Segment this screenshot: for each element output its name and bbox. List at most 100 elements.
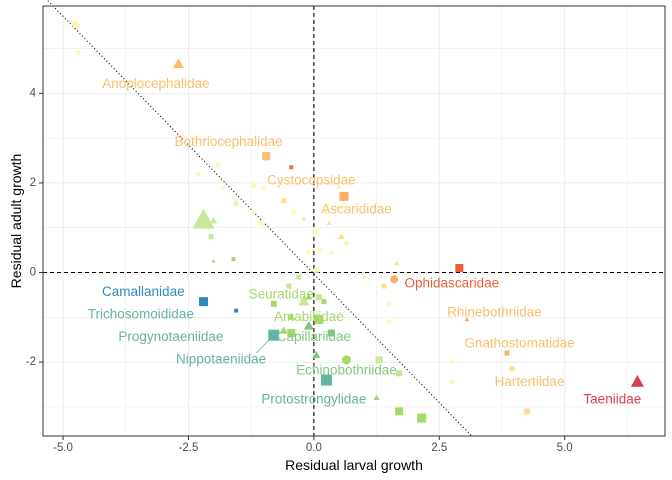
- data-point-square: [270, 300, 277, 307]
- family-label: Bothriocephalidae: [175, 134, 283, 149]
- data-point-triangle: [260, 184, 267, 190]
- data-point-triangle: [232, 199, 240, 206]
- data-point-square: [262, 152, 271, 161]
- data-point-square: [199, 297, 209, 307]
- data-point-square: [381, 283, 387, 289]
- data-point-square: [208, 234, 214, 240]
- data-point-triangle: [301, 215, 307, 221]
- data-point-square: [221, 185, 226, 190]
- data-point-triangle: [394, 260, 400, 266]
- data-point-square: [251, 210, 256, 215]
- x-tick-label: 5.0: [557, 442, 573, 454]
- data-point-square: [321, 299, 327, 305]
- family-label: Trichosomoididae: [88, 307, 194, 322]
- plot-background: [43, 6, 665, 436]
- data-point-square: [314, 315, 324, 325]
- data-point-triangle: [172, 58, 184, 68]
- family-label: Amabiliidae: [274, 309, 344, 324]
- family-label: Protostrongylidae: [261, 392, 366, 407]
- data-point-square: [320, 374, 332, 386]
- nippotaeniidae-callout-line: [255, 334, 275, 354]
- family-label: Anoplocephalidae: [102, 76, 209, 91]
- data-point-square: [449, 360, 454, 365]
- data-point-square: [287, 328, 296, 337]
- data-point-square: [417, 413, 427, 423]
- family-label: Ophidascaridae: [405, 275, 500, 290]
- data-point-square: [234, 308, 239, 313]
- data-point-square: [231, 257, 236, 262]
- data-point-circle: [343, 240, 349, 246]
- diagonal-reference-line: [46, 0, 473, 437]
- family-label: Ascarididae: [321, 201, 392, 216]
- data-point-square: [504, 350, 510, 356]
- data-point-square: [315, 294, 322, 301]
- plot-border: [42, 5, 666, 437]
- data-point-square: [386, 319, 392, 325]
- data-point-triangle: [337, 232, 345, 240]
- data-point-triangle: [464, 316, 470, 322]
- y-tick-label: 4: [30, 87, 37, 99]
- data-point-square: [387, 301, 392, 306]
- data-point-square: [316, 247, 322, 253]
- x-axis-ticks: -5.0 -2.5 0.0 2.5 5.0: [53, 436, 573, 454]
- data-point-triangle: [362, 274, 367, 279]
- data-point-square: [289, 165, 294, 170]
- family-labels: Anoplocephalidae Bothriocephalidae Cystoco…: [88, 76, 641, 407]
- y-axis-ticks: -2 0 2 4: [26, 87, 43, 368]
- data-point-square: [375, 356, 383, 364]
- data-point-square: [258, 220, 265, 227]
- data-point-square: [449, 380, 454, 385]
- x-tick-label: -2.5: [179, 442, 199, 454]
- family-label: Echinobothriidae: [296, 363, 397, 378]
- family-label: Seuratidae: [249, 286, 314, 301]
- family-label: Cystocopsidae: [267, 172, 356, 187]
- data-point-square: [334, 205, 339, 210]
- data-point-square: [313, 229, 320, 236]
- data-point-triangle: [210, 217, 218, 224]
- family-label: Rhinebothriidae: [447, 304, 542, 319]
- x-tick-label: 2.5: [431, 442, 447, 454]
- data-point-square: [396, 370, 403, 377]
- data-point-square: [291, 209, 297, 215]
- data-point-triangle: [211, 259, 216, 263]
- family-label: Taeniidae: [583, 392, 641, 407]
- data-point-circle: [341, 355, 351, 365]
- data-point-triangle: [279, 326, 288, 334]
- data-point-square: [524, 408, 531, 415]
- data-point-triangle: [630, 374, 644, 387]
- data-point-circle: [390, 275, 399, 284]
- data-point-square: [324, 203, 329, 208]
- family-label: Nippotaeniidae: [176, 351, 266, 366]
- callout-lines: [255, 334, 275, 354]
- y-tick-label: 2: [30, 177, 36, 189]
- data-point-square: [313, 267, 319, 273]
- data-point-square: [323, 209, 329, 215]
- x-tick-label: -5.0: [53, 442, 73, 454]
- data-point-triangle: [312, 350, 321, 359]
- family-label: Progynotaeniidae: [118, 329, 223, 344]
- data-point-triangle: [303, 320, 314, 330]
- family-label: Gnathostomatidae: [464, 336, 574, 351]
- data-point-square: [455, 264, 464, 273]
- data-point-square: [509, 366, 515, 372]
- reference-lines: [43, 0, 665, 437]
- data-point-square: [72, 20, 79, 27]
- y-tick-label: -2: [26, 356, 36, 368]
- data-point-square: [339, 191, 349, 201]
- data-point-triangle: [287, 313, 295, 320]
- data-point-triangle: [336, 184, 342, 190]
- data-point-triangle: [326, 220, 332, 225]
- data-point-square: [296, 274, 302, 280]
- data-point-triangle: [250, 181, 258, 188]
- data-point-triangle: [328, 249, 335, 255]
- x-axis-title: Residual larval growth: [285, 457, 423, 473]
- y-tick-label: 0: [30, 267, 36, 279]
- y-axis-title: Residual adult growth: [8, 154, 24, 289]
- data-points: [72, 20, 644, 423]
- data-point-triangle: [305, 293, 313, 300]
- data-point-square: [281, 198, 287, 204]
- data-point-square: [76, 51, 81, 56]
- data-point-square: [286, 283, 292, 289]
- family-label: Capillariidae: [277, 329, 351, 344]
